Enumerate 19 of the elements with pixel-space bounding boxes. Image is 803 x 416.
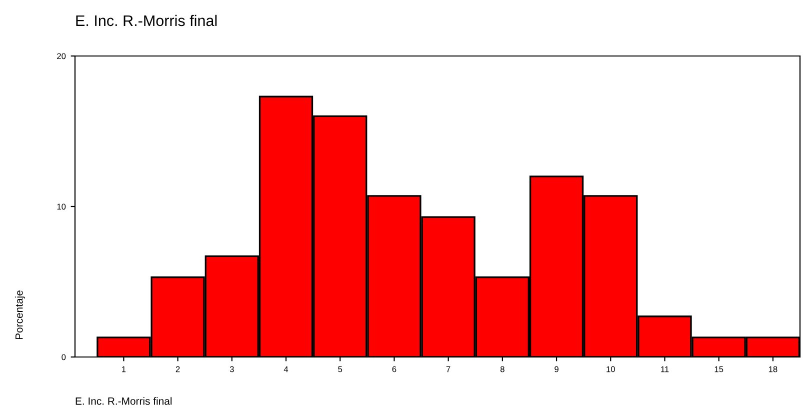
x-tick-label: 9 [554,366,558,372]
chart-title: E. Inc. R.-Morris final [76,14,217,26]
x-tick-label: 18 [768,366,778,372]
x-tick-label: 2 [176,366,180,372]
y-tick-label: 10 [57,204,66,210]
y-tick-label: 0 [62,354,66,360]
x-tick-label: 15 [714,366,724,372]
x-tick-label: 3 [230,366,234,372]
x-tick-label: 11 [661,366,669,372]
x-tick-label: 7 [446,366,450,372]
x-axis-title: E. Inc. R.-Morris final [76,397,172,405]
x-tick-label: 5 [338,366,342,372]
x-tick-label: 10 [606,366,615,372]
x-tick-label: 6 [392,366,396,372]
x-tick-label: 4 [284,366,288,372]
y-axis-title: Porcentaje [15,290,25,340]
x-tick-label: 1 [122,366,126,372]
y-tick-label: 20 [57,53,66,60]
x-tick-label: 8 [500,366,504,372]
